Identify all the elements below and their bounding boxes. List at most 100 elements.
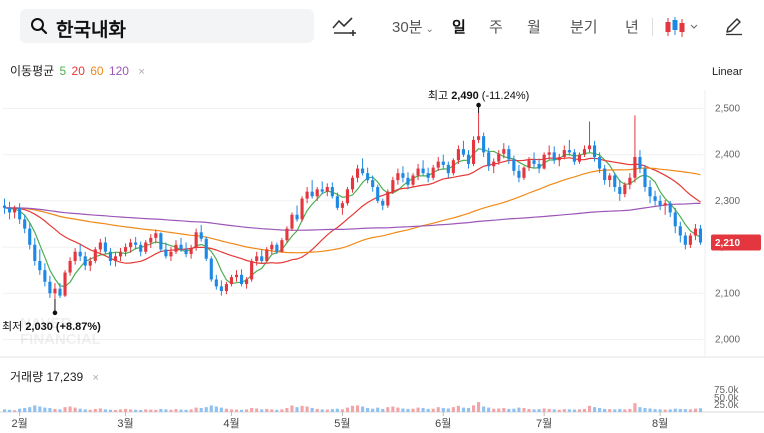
candle	[477, 113, 481, 144]
candle	[411, 173, 415, 188]
candle-type-icon[interactable]	[664, 16, 702, 38]
period-month[interactable]: 월	[527, 19, 541, 36]
candle	[330, 182, 334, 199]
candle	[391, 176, 395, 194]
candle	[683, 232, 687, 250]
candle	[386, 189, 390, 208]
candle	[482, 132, 486, 157]
period-day[interactable]: 일	[452, 19, 466, 36]
volume-bar	[345, 407, 350, 412]
candle	[628, 173, 632, 190]
search-icon[interactable]	[30, 17, 48, 35]
candle	[517, 164, 521, 183]
close-icon[interactable]: ×	[92, 372, 99, 384]
volume-bar	[497, 408, 501, 412]
candle-body	[663, 203, 667, 206]
candle	[28, 223, 32, 250]
extreme-markers: 최고 2,490 (-11.24%) 최저 2,030 (+8.87%)	[2, 89, 529, 333]
candle-body	[134, 242, 138, 245]
candle	[68, 257, 72, 276]
volume-bar	[224, 408, 228, 412]
close-icon[interactable]: ×	[138, 66, 145, 78]
candle-body	[330, 187, 334, 197]
volume-bar	[265, 408, 269, 412]
candle	[139, 241, 143, 257]
volume-bar	[582, 408, 587, 412]
volume-tick-label: 50.0k	[714, 393, 739, 404]
candle-body	[33, 244, 37, 261]
candle-body	[603, 168, 607, 181]
volume-bar	[144, 409, 148, 412]
candle-body	[315, 189, 319, 197]
volume-bar	[466, 408, 471, 412]
candle	[547, 145, 551, 160]
volume-bar	[8, 409, 12, 412]
volume-bar	[245, 409, 249, 412]
candle-body	[527, 160, 531, 168]
candle-body	[582, 149, 587, 155]
candle-body	[179, 244, 183, 250]
candle	[285, 226, 289, 243]
scale-toggle[interactable]: Linear	[712, 66, 743, 78]
candle	[23, 214, 27, 234]
candle-body	[219, 286, 223, 291]
volume-bar	[461, 407, 466, 412]
candle	[154, 229, 158, 244]
price-axis: 2,0002,1002,2002,3002,4002,50075.0k50.0k…	[714, 103, 740, 411]
candle-body	[648, 187, 652, 197]
candle	[88, 257, 92, 272]
candle	[497, 150, 501, 165]
period-quarter[interactable]: 분기	[570, 19, 598, 36]
last-price-label: 2,210	[715, 238, 740, 249]
candle-body	[371, 180, 375, 188]
volume-bar	[426, 408, 430, 412]
drawing-tool-icon[interactable]	[332, 15, 358, 37]
candle	[396, 168, 400, 185]
volume-legend-value: 17,239	[46, 370, 84, 384]
volume-bar	[38, 406, 42, 412]
candle	[315, 187, 319, 201]
candle	[527, 157, 531, 171]
search-query[interactable]: 한국내화	[56, 20, 126, 41]
period-week[interactable]: 주	[489, 19, 503, 36]
volume-bar	[335, 408, 339, 412]
candle	[461, 140, 466, 157]
volume-bar	[603, 408, 607, 412]
candle	[310, 180, 314, 199]
moving-average-lines	[4, 148, 701, 288]
candle-body	[361, 168, 365, 174]
candle	[229, 274, 234, 287]
ma120-line	[4, 202, 701, 231]
candle-body	[456, 149, 460, 161]
volume-bar	[255, 408, 259, 412]
candle	[245, 277, 249, 289]
candle	[103, 236, 107, 255]
candle-body	[300, 198, 304, 220]
volume-bar	[305, 406, 309, 412]
volume-bar	[234, 409, 239, 412]
candle-body	[572, 152, 576, 162]
volume-bar	[371, 408, 375, 412]
candle-body	[204, 238, 208, 259]
candle	[275, 242, 279, 255]
candle-body	[345, 189, 350, 204]
volume-bar	[532, 409, 536, 412]
candle-body	[144, 242, 148, 252]
volume-bar	[643, 408, 647, 412]
volume-tick-label: 75.0k	[714, 385, 739, 396]
candle-body	[552, 152, 556, 161]
candle-body	[411, 175, 415, 185]
volume-bar	[108, 409, 112, 412]
volume-bar	[63, 407, 67, 412]
candle-body	[522, 167, 526, 178]
candle	[169, 247, 173, 261]
period-30min[interactable]: 30분 ⌄	[392, 16, 434, 37]
period-year[interactable]: 년	[625, 19, 639, 36]
candle-body	[653, 196, 657, 201]
candle	[118, 248, 123, 261]
candle	[340, 200, 344, 215]
search-box[interactable]: 한국내화	[20, 9, 314, 43]
pencil-icon[interactable]	[724, 16, 744, 36]
candle-body	[512, 159, 516, 171]
